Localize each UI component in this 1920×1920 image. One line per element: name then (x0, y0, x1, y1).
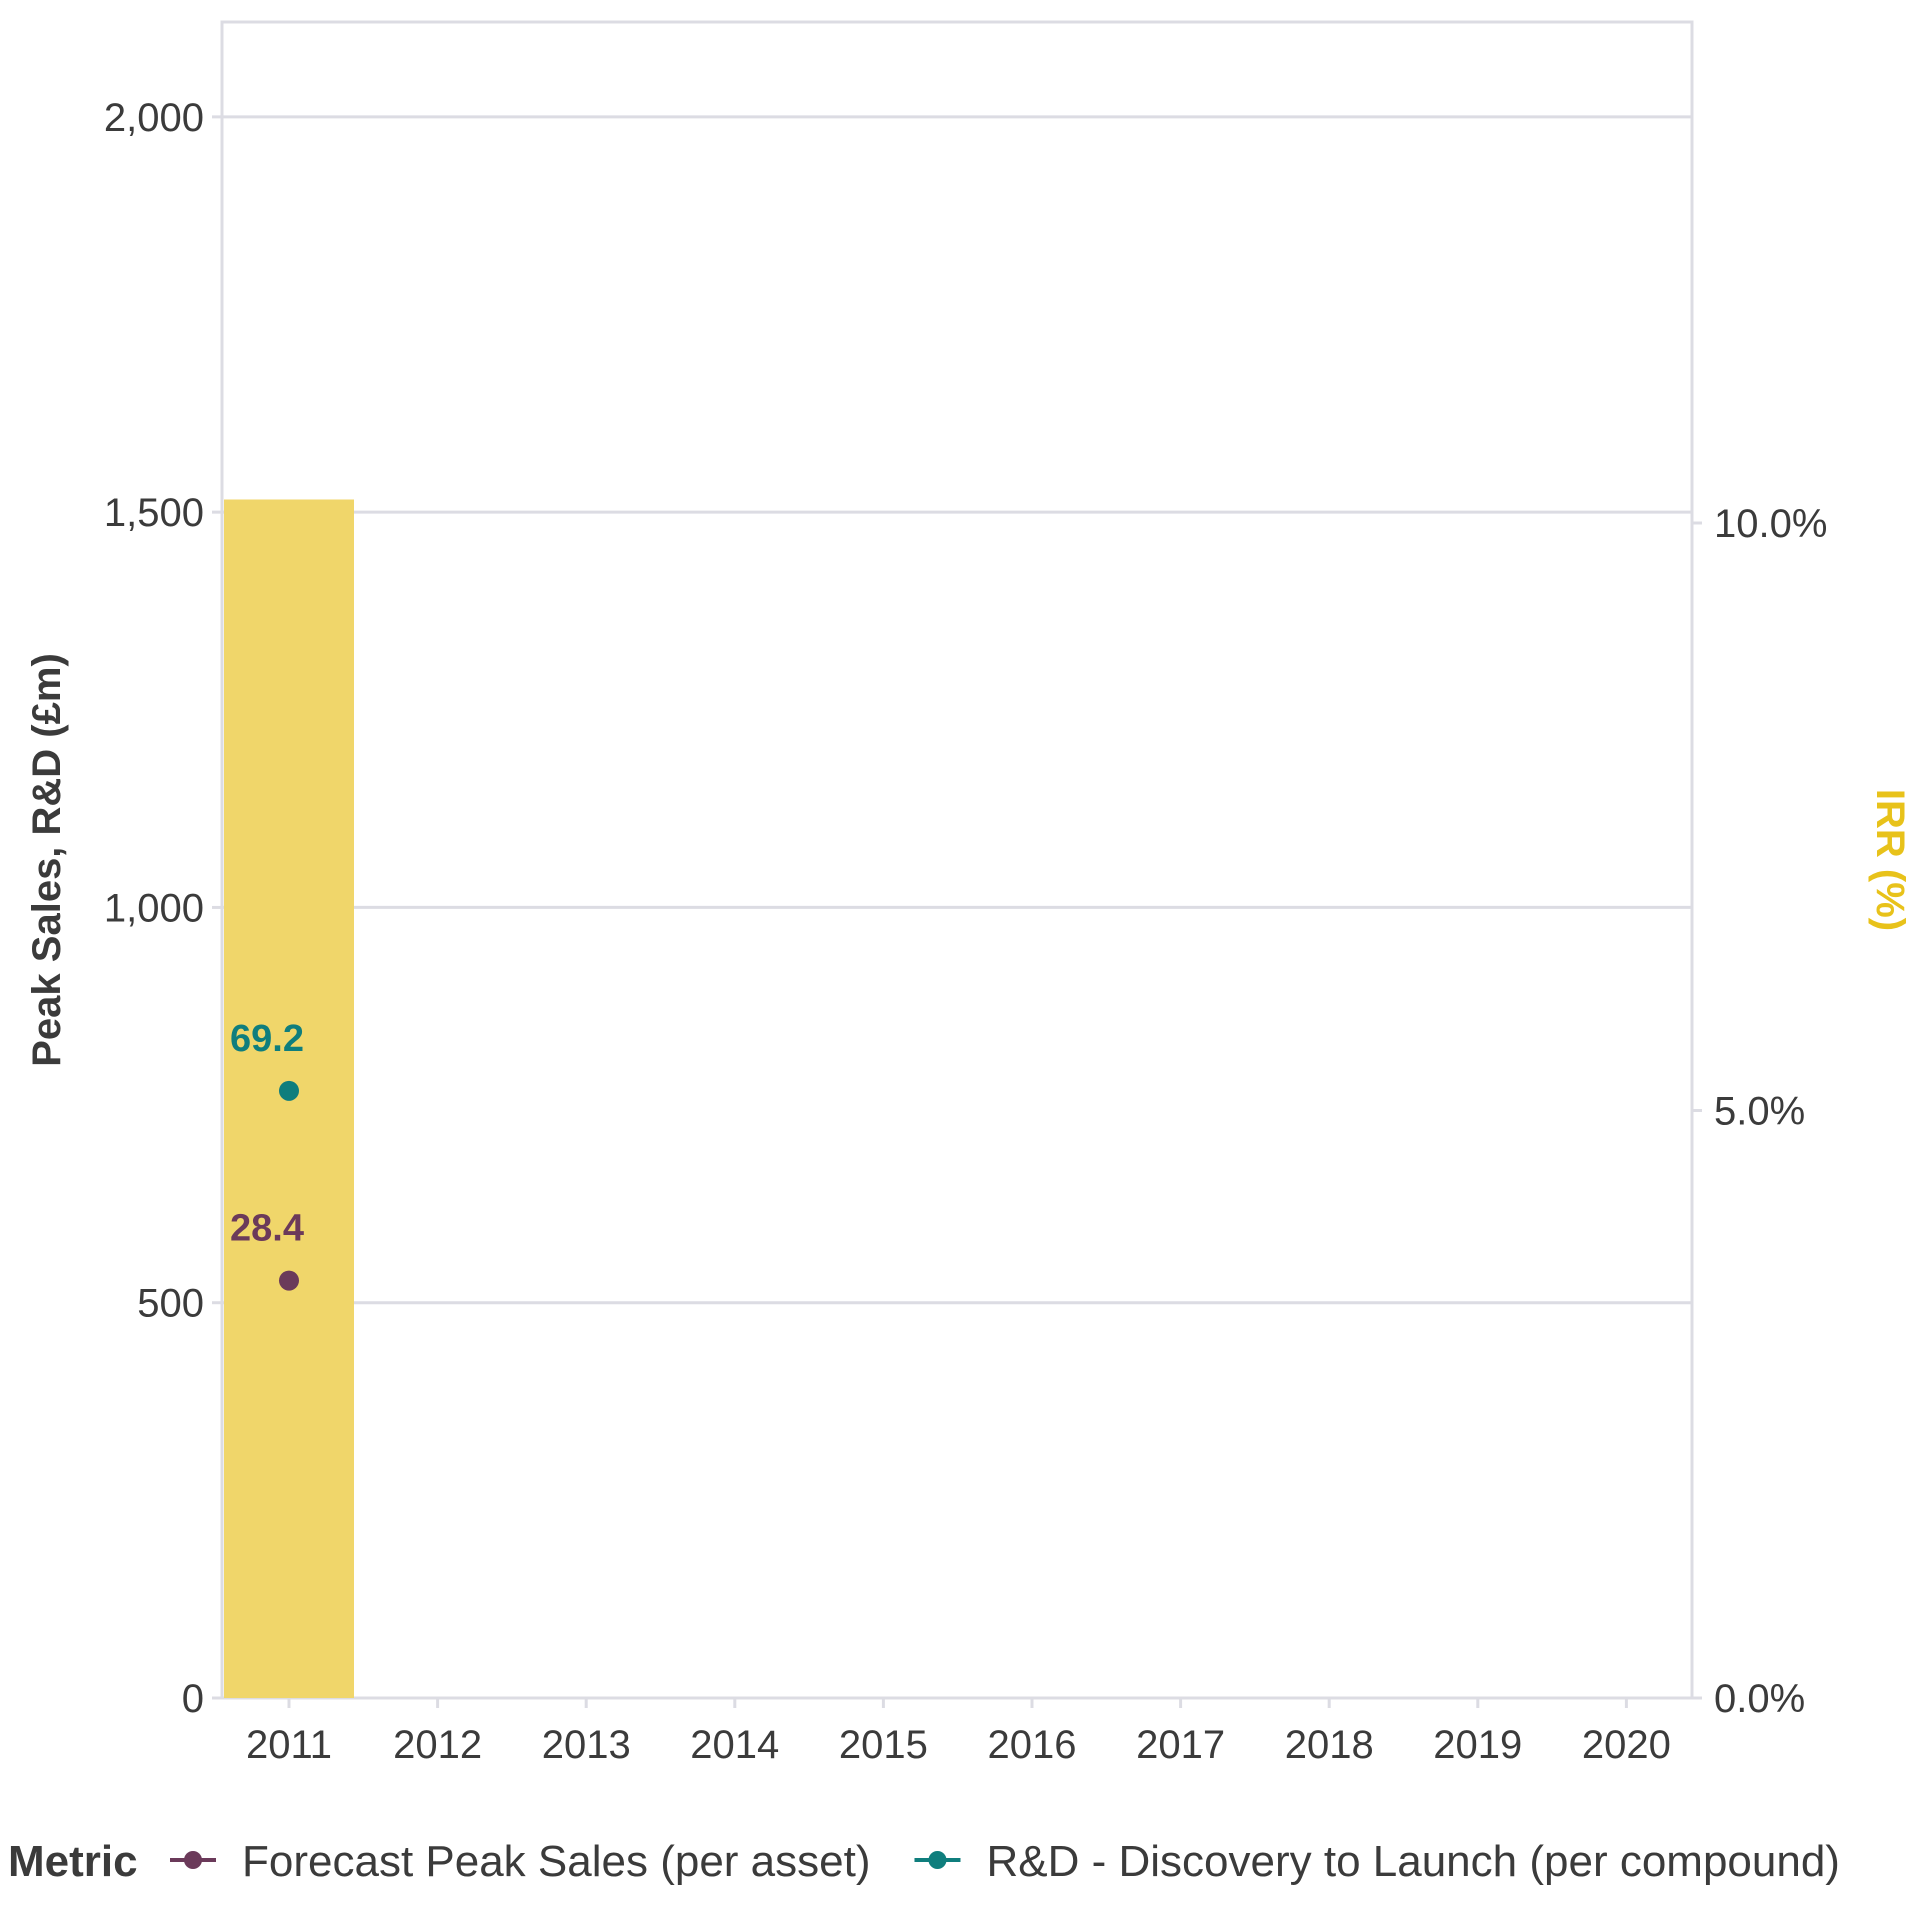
y-left-axis-title: Peak Sales, R&D (£m) (25, 653, 69, 1067)
legend-item: Forecast Peak Sales (per asset) (170, 1837, 870, 1886)
data-points (279, 1080, 299, 1291)
x-tick-label: 2019 (1433, 1723, 1522, 1767)
data-label: 28.4 (230, 1208, 304, 1250)
legend-label: R&D - Discovery to Launch (per compound) (986, 1837, 1839, 1886)
plot-panel (220, 20, 1694, 1700)
data-label: 69.2 (230, 1018, 304, 1060)
legend: Metric Forecast Peak Sales (per asset) R&… (8, 1837, 1840, 1886)
legend-label: Forecast Peak Sales (per asset) (242, 1837, 870, 1886)
x-tick-label: 2011 (246, 1723, 332, 1767)
x-tick-label: 2015 (839, 1723, 928, 1767)
y-left-tick-label: 500 (137, 1282, 204, 1326)
x-tick-label: 2014 (690, 1723, 779, 1767)
y-left-tick-label: 1,000 (104, 886, 204, 930)
legend-items: Forecast Peak Sales (per asset) R&D - Dis… (170, 1837, 1840, 1886)
y-left-tick-label: 1,500 (104, 491, 204, 535)
gridlines (222, 115, 1692, 1305)
data-point (279, 1270, 299, 1291)
legend-key-dot (184, 1851, 202, 1869)
y-right-tick-label: 5.0% (1714, 1090, 1805, 1134)
legend-item: R&D - Discovery to Launch (per compound) (914, 1837, 1840, 1886)
x-tick-label: 2012 (393, 1723, 482, 1767)
y-left-tick-label: 2,000 (104, 96, 204, 140)
y-left-tick-label: 0 (182, 1677, 204, 1721)
x-tick-label: 2013 (542, 1723, 631, 1767)
y-right-tick-label: 10.0% (1714, 502, 1827, 546)
y-right-tick-label: 0.0% (1714, 1677, 1805, 1721)
legend-key-dot (928, 1851, 947, 1869)
x-tick-label: 2017 (1136, 1723, 1225, 1767)
data-labels: 28.4 69.2 (230, 1018, 304, 1250)
x-tick-label: 2020 (1582, 1723, 1671, 1767)
data-point (279, 1080, 299, 1101)
left-axis-ticks: 0 500 1,000 1,500 2,000 (104, 96, 222, 1721)
x-axis-ticks: 2011 2012 2013 2014 2015 2016 2017 2018 2019 2020 (246, 1698, 1671, 1767)
y-right-axis-title: IRR (%) (1868, 789, 1912, 931)
x-tick-label: 2018 (1285, 1723, 1374, 1767)
x-tick-label: 2016 (988, 1723, 1077, 1767)
legend-title: Metric (8, 1837, 138, 1886)
right-axis-ticks: 0.0% 5.0% 10.0% (1692, 502, 1827, 1721)
